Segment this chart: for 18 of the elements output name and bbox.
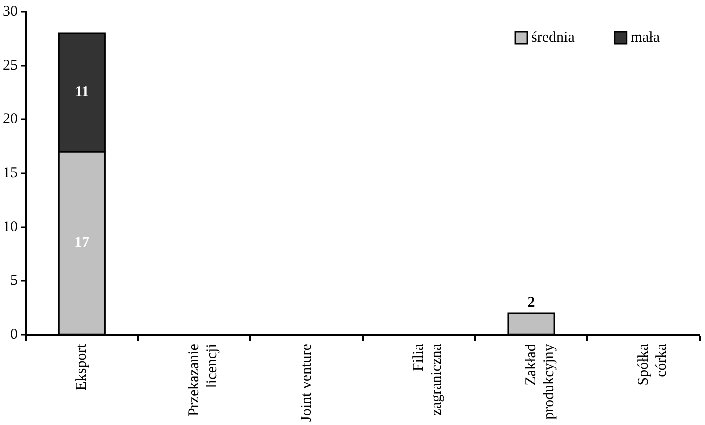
data-label: 11 xyxy=(75,84,90,101)
data-label: 17 xyxy=(74,235,90,252)
y-tick-label: 0 xyxy=(10,327,18,344)
y-tick-label: 25 xyxy=(3,58,18,74)
y-tick-label: 10 xyxy=(3,219,18,236)
y-tick-label: 20 xyxy=(3,112,18,128)
x-tick-label: Filia zagraniczna xyxy=(411,344,446,416)
x-tick-label: Przekazanie licencji xyxy=(186,344,220,417)
y-tick-label: 30 xyxy=(3,4,18,20)
x-tick-label: Zakład produkcyjny xyxy=(523,344,558,420)
x-tick-label: Eksport xyxy=(74,343,90,391)
y-tick-label: 5 xyxy=(10,273,18,290)
x-tick-label: Spółka córka xyxy=(636,344,670,386)
data-label: 2 xyxy=(528,294,536,311)
legend-label: mała xyxy=(630,30,660,46)
legend-label: średnia xyxy=(532,30,576,46)
x-tick-label: Joint venture xyxy=(298,344,315,422)
y-tick-label: 15 xyxy=(3,165,18,182)
